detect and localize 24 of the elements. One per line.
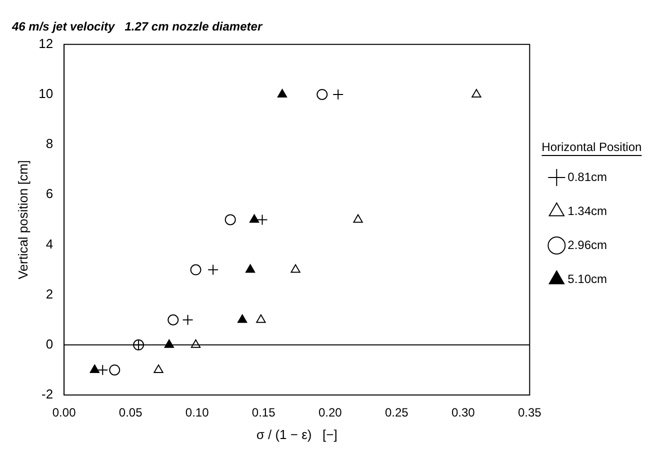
y-tick-label: 10 (38, 86, 54, 102)
y-tick-label: -2 (41, 386, 54, 402)
x-tick-label: 0.30 (451, 406, 476, 420)
legend-label: 5.10cm (568, 272, 608, 286)
y-axis-title: Vertical position [cm] (15, 160, 30, 280)
legend-title: Horizontal Position (542, 140, 642, 154)
y-tick-label: 8 (46, 136, 54, 152)
y-tick-label: 6 (46, 186, 54, 202)
x-tick-label: 0.00 (52, 406, 76, 420)
y-tick-label: 4 (46, 236, 54, 252)
x-tick-label: 0.05 (118, 406, 143, 420)
x-tick-label: 0.15 (252, 406, 276, 420)
x-axis-title: σ / (1 − ε) [−] (256, 426, 338, 442)
legend-label: 0.81cm (568, 170, 608, 184)
y-tick-label: 0 (46, 336, 54, 352)
chart-title: 46 m/s jet velocity 1.27 cm nozzle diameter (11, 20, 264, 34)
x-tick-label: 0.25 (384, 406, 409, 420)
y-tick-label: 2 (46, 286, 54, 302)
legend-label: 2.96cm (568, 238, 608, 252)
x-tick-label: 0.20 (318, 406, 342, 420)
x-tick-label: 0.10 (185, 406, 210, 420)
y-tick-label: 12 (38, 36, 54, 51)
x-tick-label: 0.35 (518, 406, 542, 420)
legend-label: 1.34cm (568, 204, 608, 218)
